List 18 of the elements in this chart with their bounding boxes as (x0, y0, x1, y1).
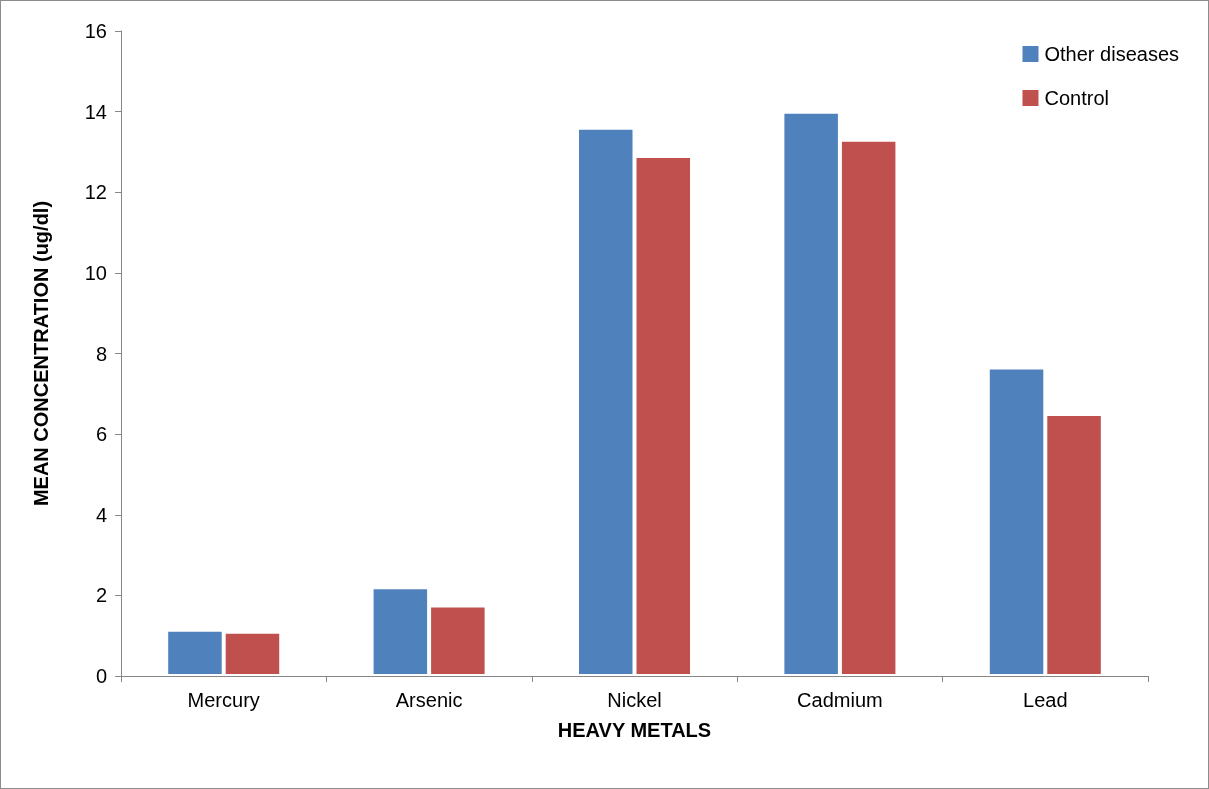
y-tick-label: 16 (84, 20, 107, 42)
x-tick-label: Arsenic (395, 689, 463, 711)
y-tick-label: 10 (84, 261, 107, 284)
y-tick-label: 0 (95, 665, 107, 687)
y-tick-label: 12 (84, 181, 107, 204)
y-tick-label: 14 (84, 100, 107, 123)
x-axis-title: HEAVY METALS (557, 719, 712, 741)
y-axis-title: MEAN CONCENTRATION (ug/dl) (30, 200, 52, 507)
x-tick-label: Cadmium (797, 689, 883, 711)
y-tick-label: 8 (95, 342, 107, 365)
x-tick-label: Lead (1023, 689, 1068, 711)
legend-label: Other diseases (1044, 43, 1179, 65)
y-tick-label: 2 (95, 584, 107, 607)
y-tick-label: 6 (95, 423, 107, 446)
y-tick-label: 4 (95, 503, 107, 526)
x-tick-label: Mercury (187, 689, 260, 711)
legend-label: Control (1044, 87, 1109, 109)
x-tick-label: Nickel (607, 689, 662, 711)
